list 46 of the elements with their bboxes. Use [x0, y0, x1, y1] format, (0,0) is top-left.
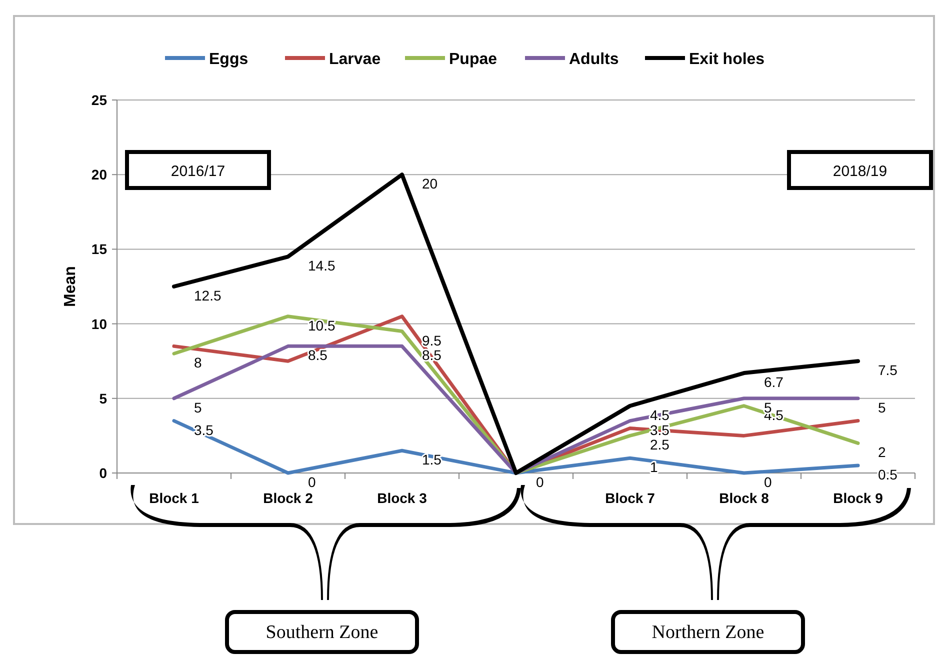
data-label: 14.5 — [308, 258, 336, 274]
y-tick-label: 20 — [91, 166, 108, 183]
data-label: 20 — [422, 176, 438, 192]
text-box: Southern Zone — [225, 610, 419, 654]
data-label: 5 — [194, 399, 202, 416]
x-tick-label: Block 9 — [833, 490, 884, 506]
annotation: 2016/17 — [170, 163, 226, 180]
x-tick-label: Block 2 — [263, 490, 314, 506]
data-label: 10.5 — [308, 317, 336, 334]
data-label: 9.5 — [422, 332, 442, 348]
data-label: 5 — [878, 399, 886, 416]
text-box: 2018/19 — [787, 150, 933, 190]
y-axis-title: Mean — [62, 266, 79, 307]
data-label: 2 — [878, 444, 886, 460]
y-tick-label: 10 — [91, 316, 108, 332]
x-tick-label: Block 8 — [719, 490, 770, 506]
data-label: 1 — [650, 459, 658, 476]
data-label: 2.5 — [650, 436, 670, 453]
annotation: 2018/19 — [832, 163, 888, 180]
data-label: 4.5 — [650, 406, 670, 423]
text-box: 2016/17 — [125, 150, 271, 190]
data-label: 3.5 — [650, 422, 670, 438]
x-tick-label: Block 7 — [605, 490, 656, 506]
legend-label: Pupae — [449, 51, 498, 68]
data-label: 0.5 — [878, 466, 898, 483]
legend-label: Larvae — [329, 51, 381, 68]
line-series — [172, 419, 860, 475]
data-label: 7.5 — [878, 362, 898, 378]
legend-label: Eggs — [209, 51, 248, 68]
y-tick-label: 25 — [91, 92, 108, 108]
data-label: 6.7 — [764, 374, 784, 390]
y-tick-label: 5 — [99, 390, 108, 406]
legend-label: Exit holes — [689, 51, 765, 68]
data-label: 0 — [308, 474, 316, 490]
data-label: 8 — [194, 354, 202, 371]
x-tick-label: Block 3 — [377, 490, 428, 506]
data-label: 12.5 — [194, 288, 222, 304]
y-tick-label: 0 — [99, 465, 108, 481]
y-tick-label: 15 — [91, 241, 108, 258]
text-box: Northern Zone — [611, 610, 805, 654]
data-label: 0 — [536, 474, 544, 490]
legend-label: Adults — [569, 51, 619, 68]
data-label: 0 — [764, 474, 772, 490]
x-tick-label: Block 1 — [149, 490, 200, 506]
line-series — [172, 344, 860, 475]
data-label: 8.5 — [308, 347, 328, 364]
